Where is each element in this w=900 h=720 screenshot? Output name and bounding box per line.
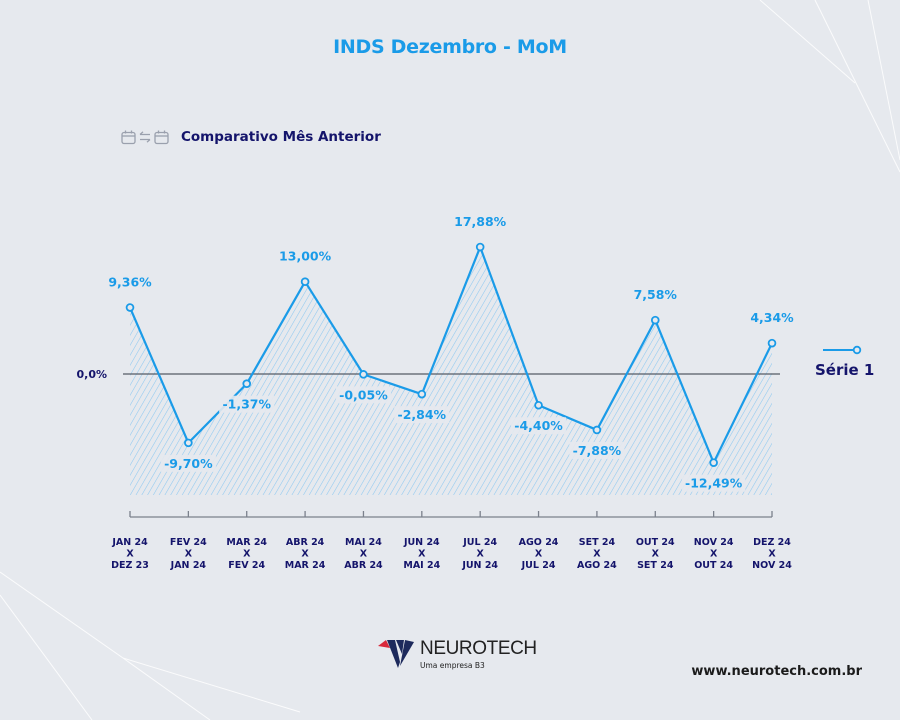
data-point <box>300 277 310 287</box>
comparison-icons <box>121 130 169 145</box>
data-point <box>767 338 777 348</box>
chart-title: INDS Dezembro - MoM <box>333 36 567 58</box>
neurotech-logo-icon <box>378 640 414 668</box>
data-point <box>592 425 602 435</box>
subtitle-label: Comparativo Mês Anterior <box>181 129 381 145</box>
x-tick-label: FEV 24 <box>228 560 265 571</box>
data-label-group: -1,37% <box>219 395 275 413</box>
x-tick-label: MAI 24 <box>345 537 382 548</box>
data-point <box>184 438 193 448</box>
x-tick-label: MAR 24 <box>226 537 267 548</box>
x-tick-label: ABR 24 <box>344 560 383 571</box>
x-tick-label: AGO 24 <box>519 537 559 548</box>
x-tick-label: X <box>477 549 485 560</box>
x-tick-label: OUT 24 <box>694 560 733 571</box>
data-label: 17,88% <box>454 214 507 229</box>
legend-label: Série 1 <box>815 361 874 379</box>
swap-arrows-icon <box>139 131 151 143</box>
x-tick-label: JUN 24 <box>461 560 498 571</box>
x-tick-label: ABR 24 <box>286 537 325 548</box>
data-label: -2,84% <box>398 407 447 422</box>
data-label: -12,49% <box>685 476 743 491</box>
brand-name: NEUROTECH <box>420 638 537 659</box>
x-tick-label: X <box>360 549 368 560</box>
series-line <box>128 245 773 464</box>
data-point <box>125 303 135 312</box>
x-tick-label: DEZ 24 <box>753 537 791 548</box>
x-tick-label: X <box>126 549 134 560</box>
data-label: -4,40% <box>514 418 563 433</box>
data-label-group: 7,58% <box>634 287 678 302</box>
data-label-group: -9,70% <box>160 454 216 472</box>
data-label: 13,00% <box>279 249 332 264</box>
x-tick-label: JAN 24 <box>111 537 148 548</box>
x-tick-label: JUN 24 <box>403 537 440 548</box>
data-label: 4,34% <box>750 310 794 325</box>
x-tick-label: NOV 24 <box>694 537 734 548</box>
data-point <box>242 379 252 389</box>
data-label-group: -7,88% <box>569 441 625 459</box>
data-label-group: -4,40% <box>510 417 567 435</box>
neurotech-logo: NEUROTECH Uma empresa B3 <box>378 638 537 670</box>
brand-tagline: Uma empresa B3 <box>420 661 485 670</box>
calendar-icon <box>154 130 169 144</box>
x-tick-label: X <box>768 549 776 560</box>
x-tick-label: JUL 24 <box>521 560 556 571</box>
data-point <box>359 370 368 379</box>
data-point <box>650 315 660 325</box>
x-tick-label: AGO 24 <box>577 560 617 571</box>
data-label-background <box>219 395 275 413</box>
data-label: -7,88% <box>573 443 622 458</box>
data-label-background <box>681 474 746 492</box>
data-label-background <box>510 417 567 435</box>
data-label-background <box>160 454 216 472</box>
x-tick-label: NOV 24 <box>752 560 792 571</box>
legend: Série 1 <box>815 345 874 379</box>
data-label-group: 17,88% <box>454 214 507 229</box>
legend-point-marker <box>852 345 862 355</box>
zero-axis-label: 0,0% <box>76 368 107 381</box>
data-label-group: 13,00% <box>279 249 332 264</box>
x-tick-label: X <box>243 549 251 560</box>
data-label: 9,36% <box>108 275 152 290</box>
chart-subtitle: Comparativo Mês Anterior <box>121 129 381 145</box>
x-tick-label: MAI 24 <box>403 560 440 571</box>
x-tick-label: JUL 24 <box>462 537 497 548</box>
calendar-icon <box>121 130 136 144</box>
data-label-group: 4,34% <box>750 310 794 325</box>
x-tick-label: SET 24 <box>579 537 616 548</box>
x-tick-label: X <box>593 549 601 560</box>
x-tick-label: SET 24 <box>637 560 674 571</box>
data-label-background <box>569 441 625 459</box>
data-label-group: -2,84% <box>394 406 450 424</box>
x-tick-label: OUT 24 <box>636 537 675 548</box>
x-tick-label: X <box>652 549 660 560</box>
data-label: -1,37% <box>222 397 271 412</box>
x-tick-label: JAN 24 <box>170 560 207 571</box>
x-tick-label: X <box>185 549 193 560</box>
data-label-group: 9,36% <box>108 275 152 290</box>
data-label-group: -12,49% <box>681 474 746 492</box>
data-label-background <box>394 406 450 424</box>
data-label-background <box>335 386 392 404</box>
x-tick-label: FEV 24 <box>170 537 207 548</box>
x-tick-label: DEZ 23 <box>111 560 149 571</box>
data-label: 7,58% <box>634 287 678 302</box>
x-tick-label: X <box>535 549 543 560</box>
x-tick-label: X <box>418 549 426 560</box>
data-label-group: -0,05% <box>335 386 392 404</box>
x-tick-label: MAR 24 <box>285 560 326 571</box>
data-point <box>417 389 427 399</box>
data-point <box>475 242 485 252</box>
data-label: -0,05% <box>339 387 388 402</box>
website-link[interactable]: www.neurotech.com.br <box>691 664 862 679</box>
x-tick-label: X <box>710 549 718 560</box>
data-point <box>709 458 718 467</box>
data-point <box>534 400 543 410</box>
line-chart: 0,0% 9,36% -9,70% -1,37% 13,00% -0,05% -2,84%… <box>76 214 874 571</box>
x-tick-label: X <box>301 549 309 560</box>
data-label: -9,70% <box>164 456 213 471</box>
